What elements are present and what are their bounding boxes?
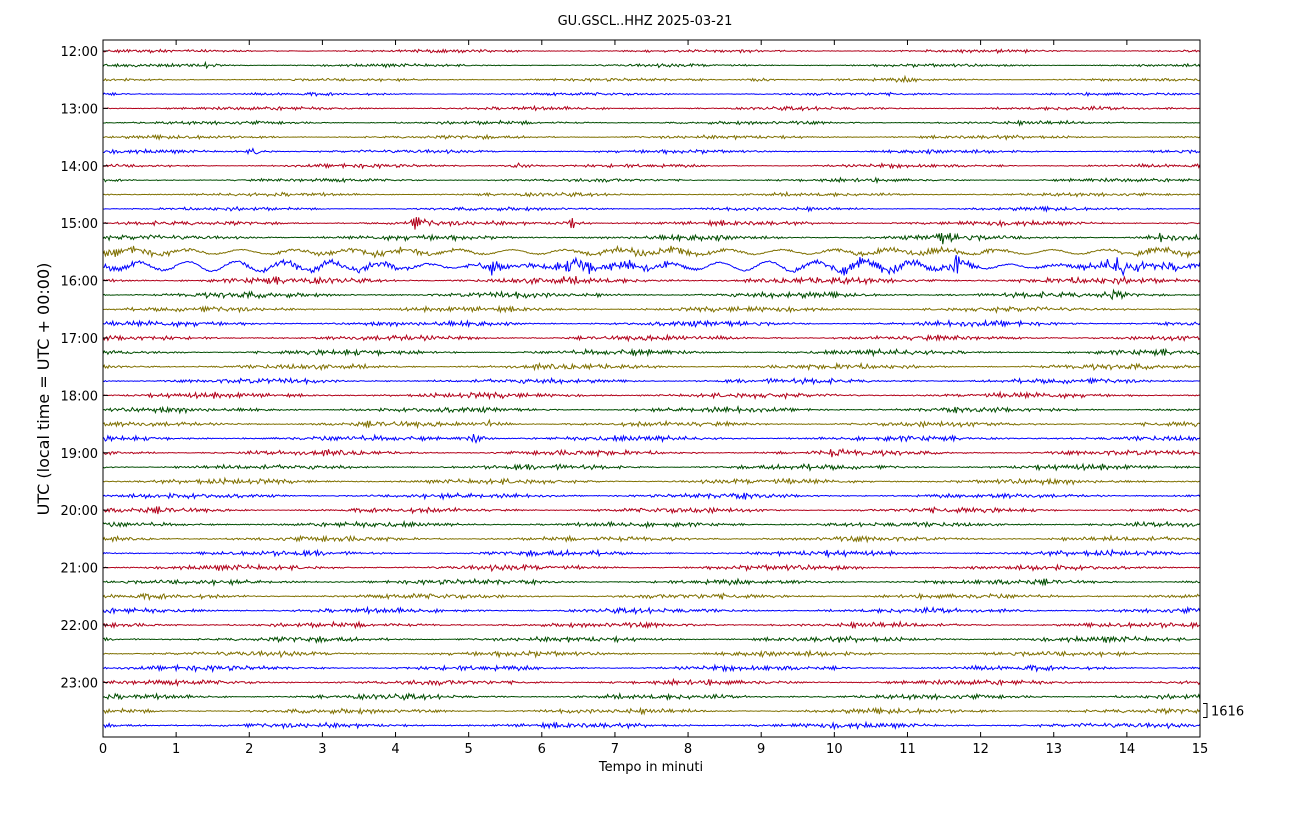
y-tick-label: 13:00 [61, 102, 98, 117]
x-tick-label: 7 [611, 742, 619, 757]
trace-row [102, 205, 1201, 213]
trace-row [102, 447, 1201, 458]
trace-row [102, 462, 1201, 472]
y-tick-label: 16:00 [61, 275, 98, 290]
trace-row [102, 577, 1201, 587]
trace-row [102, 720, 1201, 731]
x-axis: 0 1 2 3 4 5 6 7 8 9 10 11 12 13 14 15 [99, 40, 1208, 757]
y-axis-label: UTC (local time = UTC + 00:00) [34, 263, 53, 516]
trace-row [102, 534, 1201, 544]
trace-row [102, 620, 1201, 630]
x-tick-label: 6 [538, 742, 546, 757]
scale-bar-bracket [1203, 702, 1208, 718]
x-tick-label: 5 [465, 742, 473, 757]
trace-row [102, 232, 1201, 245]
trace-row [102, 563, 1200, 573]
trace-row [102, 254, 1201, 277]
x-tick-label: 15 [1192, 742, 1209, 757]
trace-row [102, 476, 1201, 487]
trace-row [102, 634, 1200, 645]
y-tick-label: 14:00 [61, 160, 98, 175]
trace-row [102, 706, 1201, 716]
scale-bar-label: 1616 [1211, 704, 1244, 719]
y-tick-label: 17:00 [61, 332, 98, 347]
trace-row [102, 91, 1201, 97]
y-tick-label: 12:00 [61, 45, 98, 60]
x-tick-label: 1 [172, 742, 180, 757]
scale-bar: 1616 [1203, 702, 1244, 719]
trace-row [102, 677, 1201, 687]
trace-row [102, 333, 1201, 343]
trace-row [102, 418, 1201, 430]
trace-row [102, 605, 1201, 616]
y-tick-label: 21:00 [61, 562, 98, 577]
trace-row [102, 405, 1201, 415]
trace-row [102, 104, 1201, 112]
trace-row [102, 119, 1201, 127]
trace-row [102, 162, 1201, 170]
trace-group [102, 48, 1201, 731]
x-tick-label: 12 [972, 742, 989, 757]
x-tick-label: 11 [899, 742, 916, 757]
y-tick-label: 18:00 [61, 389, 98, 404]
trace-row [102, 519, 1201, 530]
trace-row [102, 390, 1200, 401]
x-tick-label: 8 [684, 742, 692, 757]
trace-row [102, 318, 1201, 329]
x-tick-label: 4 [391, 742, 399, 757]
x-tick-label: 2 [245, 742, 253, 757]
trace-row [102, 48, 1201, 55]
x-axis-label: Tempo in minuti [598, 760, 703, 775]
trace-row [103, 663, 1201, 674]
trace-row [102, 347, 1201, 358]
trace-row [102, 176, 1201, 185]
trace-row [102, 190, 1201, 198]
y-tick-label: 19:00 [61, 447, 98, 462]
x-tick-label: 14 [1119, 742, 1136, 757]
trace-row [102, 491, 1201, 501]
trace-row [102, 361, 1201, 372]
trace-row [102, 548, 1201, 559]
y-tick-label: 20:00 [61, 504, 98, 519]
x-tick-label: 10 [826, 742, 843, 757]
trace-row [102, 288, 1201, 301]
y-axis: 12:00 13:00 14:00 15:00 16:00 17:00 18:00 19:00… [61, 45, 108, 691]
y-tick-label: 15:00 [61, 217, 98, 232]
trace-row [102, 60, 1201, 70]
x-tick-label: 13 [1045, 742, 1062, 757]
y-tick-label: 23:00 [61, 676, 98, 691]
trace-row [102, 433, 1201, 444]
x-tick-label: 3 [318, 742, 326, 757]
trace-row [102, 304, 1201, 315]
trace-row [102, 692, 1201, 701]
trace-row [102, 592, 1201, 602]
plot-frame [102, 39, 1201, 738]
trace-row [102, 74, 1201, 84]
trace-row [102, 506, 1201, 515]
x-tick-label: 9 [757, 742, 765, 757]
trace-row [102, 244, 1201, 259]
trace-row [102, 133, 1201, 141]
chart-title: GU.GSCL..HHZ 2025-03-21 [558, 14, 733, 29]
x-tick-label: 0 [99, 742, 107, 757]
trace-row [102, 275, 1201, 286]
trace-row [103, 649, 1201, 659]
trace-row [102, 376, 1201, 386]
trace-row [103, 147, 1201, 156]
y-tick-label: 22:00 [61, 619, 98, 634]
trace-row [103, 217, 1201, 230]
